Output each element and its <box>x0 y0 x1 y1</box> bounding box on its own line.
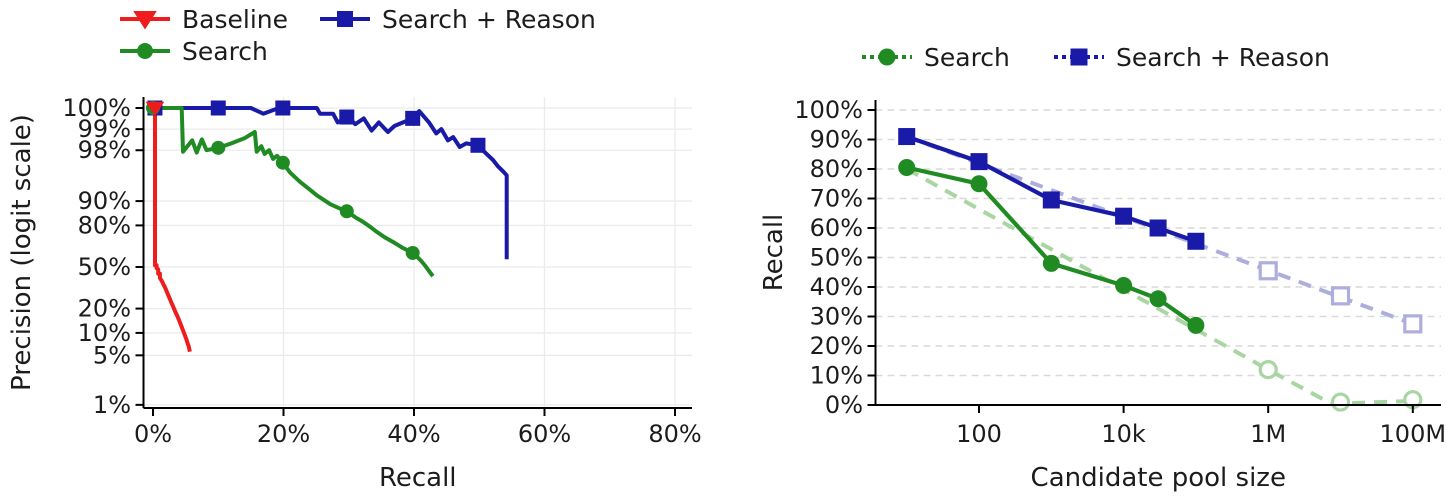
x-tick-label: 100M <box>1380 420 1446 448</box>
grid <box>875 109 1441 377</box>
y-tick-label: 90% <box>810 126 863 154</box>
circle-icon <box>878 48 896 66</box>
legend: Search Search + Reason <box>862 43 1330 72</box>
x-tick-label: 20% <box>257 420 310 448</box>
legend-label: Search + Reason <box>382 5 596 34</box>
y-axis-title: Recall <box>759 214 789 292</box>
square-icon <box>1070 48 1088 66</box>
series-marker-Search <box>405 245 420 260</box>
grid <box>143 97 692 408</box>
y-axis-title: Precision (logit scale) <box>7 114 37 391</box>
series-line-Search + Reason <box>155 106 509 260</box>
x-axis-title: Recall <box>379 463 457 493</box>
legend: Baseline Search Search + Reason <box>120 5 596 66</box>
fit-line-Search <box>905 167 1413 406</box>
x-tick-label: 40% <box>387 420 440 448</box>
extrapolated-marker-Search <box>1258 360 1278 380</box>
series-marker-Search + Reason <box>470 137 486 153</box>
legend-label: Search + Reason <box>1116 43 1330 72</box>
y-tick-label: 20% <box>78 295 131 323</box>
legend-item-Search + Reason: Search + Reason <box>320 5 596 34</box>
triangle-down-icon <box>133 11 157 30</box>
legend-label: Search <box>182 37 268 66</box>
series-marker-Search <box>1187 316 1205 334</box>
y-tick-label: 99% <box>78 115 131 143</box>
series-marker-Search + Reason <box>339 109 355 125</box>
series-marker-Search <box>970 175 988 193</box>
series-marker-Search + Reason <box>1149 219 1167 237</box>
extrapolated-marker-Search + Reason <box>1403 314 1423 334</box>
y-tick-label: 90% <box>78 187 131 215</box>
y-tick-label: 50% <box>810 244 863 272</box>
series-marker-Baseline <box>145 101 165 117</box>
y-tick-label: 5% <box>93 341 131 369</box>
x-tick-label: 80% <box>648 420 701 448</box>
x-tick-label: 0% <box>134 420 172 448</box>
x-tick-label: 60% <box>518 420 571 448</box>
y-tick-label: 10% <box>810 362 863 390</box>
legend-label: Search <box>924 43 1010 72</box>
y-tick-label: 80% <box>78 211 131 239</box>
series-line-Baseline <box>153 108 192 353</box>
chart-recall-vs-pool: 100 10k 1M 100M 100%90%80%70%60%50%40%30%20%… <box>759 43 1446 493</box>
series-marker-Search <box>339 204 354 219</box>
series-marker-Search + Reason <box>210 100 226 116</box>
circle-icon <box>137 43 153 59</box>
legend-item-Search: Search <box>862 43 1010 72</box>
series-marker-Search + Reason <box>275 100 291 116</box>
y-tick-label: 1% <box>93 391 131 419</box>
y-tick-label: 40% <box>810 273 863 301</box>
y-tick-label: 0% <box>825 391 863 419</box>
y-tick-label: 30% <box>810 303 863 331</box>
x-axis-title: Candidate pool size <box>1031 463 1286 493</box>
series-marker-Search + Reason <box>898 128 916 146</box>
x-tick-label: 10k <box>1101 420 1146 448</box>
series-marker-Search <box>1042 254 1060 272</box>
extrapolated-marker-Search <box>1330 392 1351 412</box>
series-marker-Search <box>1115 277 1133 295</box>
series-marker-Search <box>275 155 290 170</box>
series-line-Search <box>153 106 435 278</box>
axes <box>135 97 692 416</box>
series-marker-Search <box>1149 290 1167 308</box>
y-tick-label: 100% <box>794 96 863 124</box>
axes <box>867 100 1441 413</box>
y-tick-label: 10% <box>78 319 131 347</box>
x-tick-label: 100 <box>956 420 1002 448</box>
y-tick-label: 60% <box>810 214 863 242</box>
y-tick-label: 80% <box>810 155 863 183</box>
y-tick-label: 100% <box>62 94 131 122</box>
legend-item-Baseline: Baseline <box>120 5 288 34</box>
chart-precision-recall: 0% 20% 40% 60% 80%100%99%98%90%80%50%20%10%5… <box>7 5 702 493</box>
series-marker-Search <box>211 140 226 155</box>
square-icon <box>337 11 353 27</box>
y-tick-label: 98% <box>78 136 131 164</box>
extrapolated-marker-Search + Reason <box>1258 261 1278 281</box>
series-marker-Search + Reason <box>970 153 988 171</box>
x-tick-label: 1M <box>1250 420 1286 448</box>
y-tick-label: 70% <box>810 185 863 213</box>
extrapolated-marker-Search + Reason <box>1330 286 1351 306</box>
y-tick-label: 20% <box>810 332 863 360</box>
series-marker-Search + Reason <box>1187 232 1205 250</box>
series-marker-Search + Reason <box>1042 191 1060 209</box>
legend-label: Baseline <box>182 5 288 34</box>
legend-item-Search: Search <box>120 37 268 66</box>
y-tick-label: 50% <box>78 253 131 281</box>
series-marker-Search + Reason <box>405 110 421 126</box>
series-marker-Search + Reason <box>1115 207 1133 225</box>
legend-item-Search + Reason: Search + Reason <box>1054 43 1330 72</box>
series-marker-Search <box>898 159 916 177</box>
